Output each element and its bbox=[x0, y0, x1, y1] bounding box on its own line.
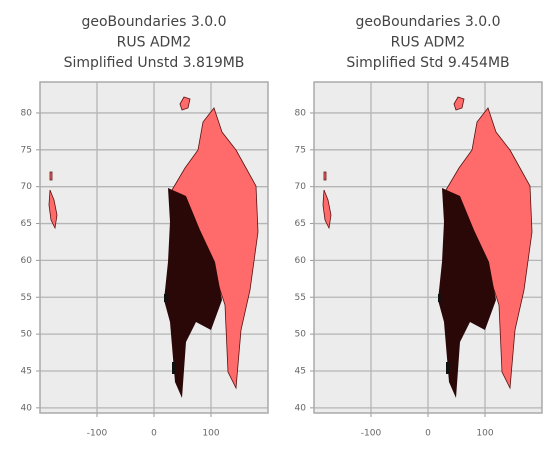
y-tick-label: 50 bbox=[21, 330, 33, 340]
y-tick-label: 40 bbox=[21, 403, 33, 413]
y-tick-label: 45 bbox=[295, 366, 306, 376]
y-tick-label: 60 bbox=[295, 256, 307, 266]
axes-frame bbox=[313, 81, 543, 414]
y-tick-label: 70 bbox=[21, 182, 33, 192]
x-tick-label: 0 bbox=[425, 429, 431, 439]
subplot: geoBoundaries 3.0.0 RUS ADM2 Simplified St… bbox=[295, 14, 543, 439]
subplot: geoBoundaries 3.0.0 RUS ADM2 Simplified Un… bbox=[21, 14, 269, 439]
x-tick-label: -100 bbox=[361, 429, 382, 439]
title-line: RUS ADM2 bbox=[117, 35, 192, 51]
y-tick-label: 65 bbox=[295, 219, 306, 229]
title-line: geoBoundaries 3.0.0 bbox=[355, 14, 500, 30]
y-tick-label: 55 bbox=[21, 293, 32, 303]
x-tick-label: -100 bbox=[87, 429, 108, 439]
title-line: geoBoundaries 3.0.0 bbox=[81, 14, 226, 30]
y-tick-label: 70 bbox=[295, 182, 307, 192]
y-tick-label: 50 bbox=[295, 330, 307, 340]
y-tick-label: 40 bbox=[295, 403, 307, 413]
y-tick-label: 80 bbox=[21, 108, 33, 118]
y-tick-label: 55 bbox=[295, 293, 306, 303]
title-line: RUS ADM2 bbox=[391, 35, 466, 51]
title-line: Simplified Unstd 3.819MB bbox=[64, 55, 245, 71]
y-tick-label: 75 bbox=[21, 145, 32, 155]
title-line: Simplified Std 9.454MB bbox=[346, 55, 509, 71]
axes-frame bbox=[39, 81, 269, 414]
y-tick-label: 75 bbox=[295, 145, 306, 155]
x-tick-label: 0 bbox=[151, 429, 157, 439]
x-tick-label: 100 bbox=[202, 429, 219, 439]
y-tick-label: 45 bbox=[21, 366, 32, 376]
x-tick-label: 100 bbox=[476, 429, 493, 439]
y-tick-label: 65 bbox=[21, 219, 32, 229]
y-tick-label: 80 bbox=[295, 108, 307, 118]
y-tick-label: 60 bbox=[21, 256, 33, 266]
